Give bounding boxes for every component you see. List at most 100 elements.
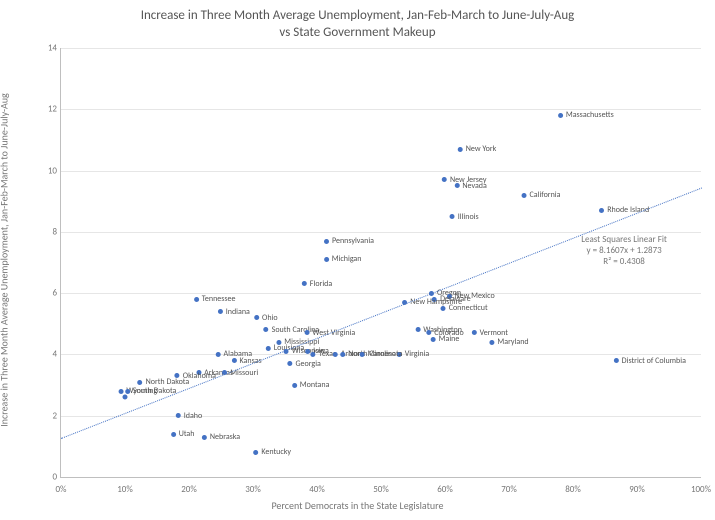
point-marker [175, 373, 180, 378]
point-marker [447, 294, 452, 299]
ytick-label: 12 [33, 104, 57, 115]
point-marker [218, 309, 223, 314]
point-label: Ohio [262, 313, 278, 323]
chart-title-line2: vs State Government Makeup [0, 25, 715, 42]
point-label: Connecticut [449, 303, 488, 313]
point-marker [253, 450, 258, 455]
ytick-label: 2 [33, 410, 57, 421]
xtick-label: 0% [56, 484, 67, 495]
data-point: Michigan [324, 254, 362, 264]
data-point: Nevada [454, 181, 486, 191]
gridline-h [61, 232, 701, 233]
point-marker [426, 330, 431, 335]
point-marker [472, 330, 477, 335]
point-marker [432, 297, 437, 302]
point-label: Wyoming [126, 386, 157, 396]
trend-anno-line: y = 8.1607x + 1.2873 [581, 245, 667, 256]
point-label: Kentucky [261, 447, 291, 457]
gridline-h [61, 171, 701, 172]
point-marker [450, 214, 455, 219]
point-marker [125, 389, 130, 394]
point-marker [324, 239, 329, 244]
data-point: New York [458, 144, 497, 154]
data-point: Utah [171, 429, 195, 439]
point-marker [138, 380, 143, 385]
xtick-label: 100% [691, 484, 711, 495]
point-label: Michigan [332, 254, 362, 264]
point-marker [276, 340, 281, 345]
point-marker [304, 330, 309, 335]
data-point: Ohio [254, 313, 278, 323]
point-label: Delaware [440, 294, 471, 304]
point-marker [232, 358, 237, 363]
point-marker [264, 327, 269, 332]
point-marker [254, 315, 259, 320]
point-label: Colorado [434, 328, 463, 338]
data-point: Maine [431, 334, 460, 344]
point-marker [454, 183, 459, 188]
point-marker [292, 383, 297, 388]
xtick-label: 50% [373, 484, 389, 495]
point-marker [458, 147, 463, 152]
data-point: Maryland [489, 337, 528, 347]
chart-title: Increase in Three Month Average Unemploy… [0, 8, 715, 42]
ytick-label: 10 [33, 165, 57, 176]
point-marker [599, 208, 604, 213]
gridline-h [61, 48, 701, 49]
xtick-label: 80% [565, 484, 581, 495]
point-marker [305, 349, 310, 354]
point-marker [489, 340, 494, 345]
ytick-label: 14 [33, 43, 57, 54]
data-point: Montana [292, 380, 330, 390]
data-point [123, 395, 128, 400]
data-point: Massachusetts [558, 110, 614, 120]
x-axis-label: Percent Democrats in the State Legislatu… [0, 499, 715, 512]
gridline-h [61, 416, 701, 417]
point-label: Nevada [462, 181, 486, 191]
xtick-label: 10% [117, 484, 133, 495]
data-point: Vermont [472, 328, 508, 338]
ytick-label: 4 [33, 349, 57, 360]
trend-anno-line: R² = 0.4308 [581, 256, 667, 267]
point-marker [288, 361, 293, 366]
chart-title-line1: Increase in Three Month Average Unemploy… [0, 8, 715, 25]
point-label: Maryland [497, 337, 528, 347]
point-marker [558, 113, 563, 118]
point-marker [441, 306, 446, 311]
point-marker [196, 370, 201, 375]
point-marker [415, 327, 420, 332]
point-label: Montana [300, 380, 330, 390]
point-label: District of Columbia [622, 356, 686, 366]
data-point: Illinois [450, 212, 479, 222]
point-label: New Jersey [450, 175, 487, 185]
data-point: Connecticut [441, 303, 488, 313]
point-label: Tennessee [202, 294, 236, 304]
gridline-h [61, 109, 701, 110]
point-label: Vermont [480, 328, 508, 338]
xtick-label: 70% [501, 484, 517, 495]
point-label: Pennsylvania [332, 236, 374, 246]
trend-anno-line: Least Squares Linear Fit [581, 234, 667, 245]
data-point: Washington [415, 325, 462, 335]
xtick-label: 30% [245, 484, 261, 495]
data-point: North Dakota [138, 377, 190, 387]
ytick-label: 8 [33, 226, 57, 237]
data-point: Colorado [426, 328, 463, 338]
point-marker [614, 358, 619, 363]
data-point: Nebraska [202, 432, 240, 442]
point-marker [302, 281, 307, 286]
point-label: Illinois [458, 212, 479, 222]
point-label: North Dakota [146, 377, 190, 387]
point-label: Georgia [296, 359, 321, 369]
point-marker [431, 337, 436, 342]
gridline-h [61, 293, 701, 294]
point-marker [266, 346, 271, 351]
data-point: District of Columbia [614, 356, 686, 366]
point-label: California [530, 190, 561, 200]
chart-container: Increase in Three Month Average Unemploy… [0, 0, 715, 520]
point-label: Maine [439, 334, 460, 344]
point-marker [324, 257, 329, 262]
point-marker [171, 432, 176, 437]
xtick-label: 20% [181, 484, 197, 495]
xtick-label: 40% [309, 484, 325, 495]
